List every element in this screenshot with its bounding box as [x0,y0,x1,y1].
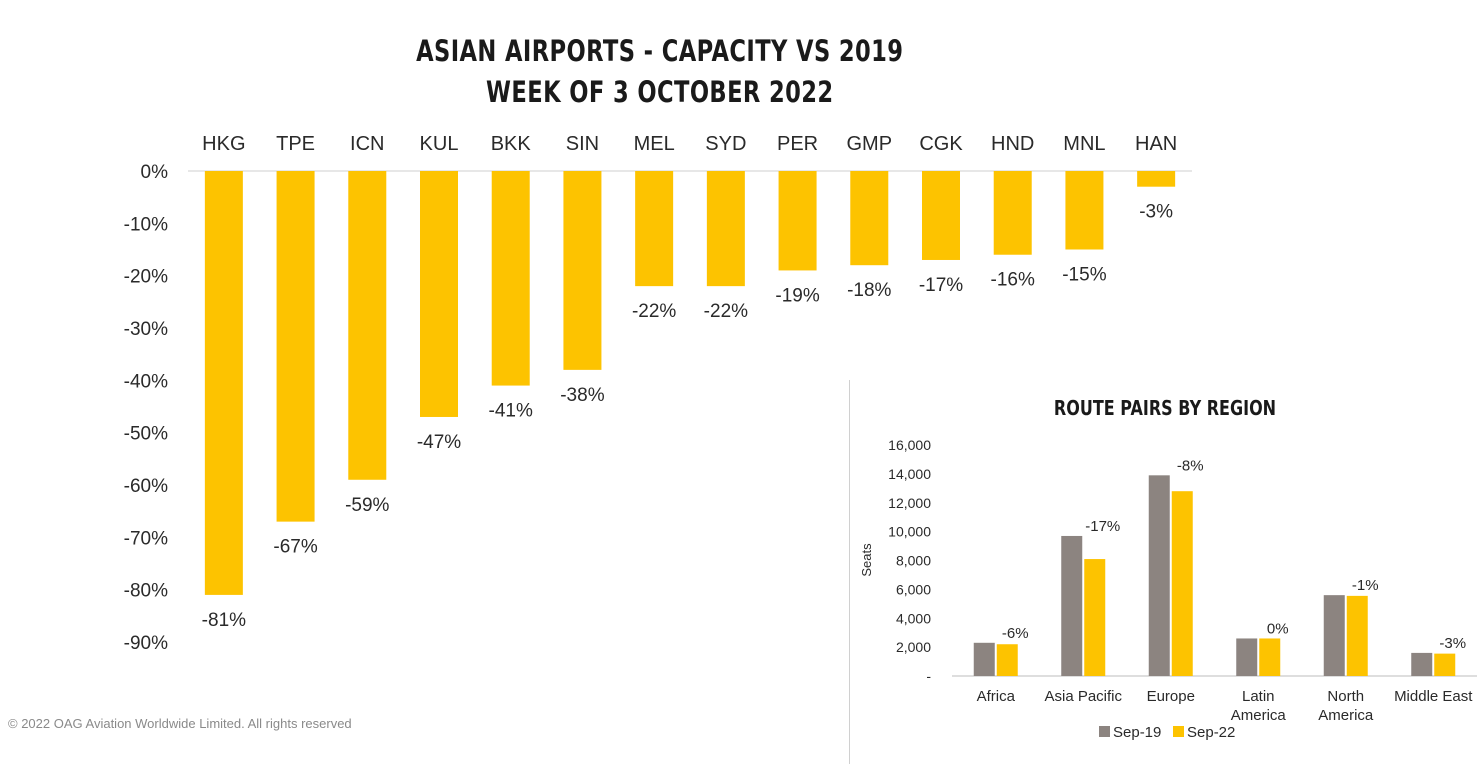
x-tick-label: BKK [491,133,532,155]
bar-sep19 [1148,475,1170,676]
inset-x-tick-label: Africa [977,688,1016,705]
data-label: -15% [1062,265,1106,286]
bar-bkk [491,171,530,386]
y-tick-label: -70% [124,528,168,549]
bar-mel [635,171,674,287]
data-label: -81% [202,610,246,631]
bar-hnd [993,171,1032,255]
x-tick-label: KUL [420,133,459,155]
inset-x-tick-label: North [1327,688,1364,705]
bar-sep22 [996,644,1018,676]
legend-swatch [1099,726,1110,737]
data-label: -3% [1139,202,1173,223]
bar-sep19 [973,642,995,676]
chart-title: ASIAN AIRPORTS - CAPACITY VS 2019 [416,34,904,68]
inset-x-tick-label: America [1231,707,1287,724]
inset-data-label: -6% [1002,625,1029,642]
bar-tpe [276,171,315,522]
legend-label: Sep-22 [1187,724,1235,741]
inset-x-tick-label: Europe [1147,688,1195,705]
data-label: -19% [775,285,819,306]
y-tick-label: -10% [124,214,168,235]
inset-data-label: 0% [1267,620,1289,637]
x-tick-label: HKG [202,133,245,155]
panel-divider [849,380,850,764]
bar-sep22 [1346,595,1368,676]
inset-x-tick-label: America [1318,707,1374,724]
bar-sep22 [1171,491,1193,676]
legend-swatch [1173,726,1184,737]
bar-sep19 [1323,595,1345,676]
inset-y-tick-label: 8,000 [896,553,931,569]
x-tick-label: MNL [1063,133,1105,155]
bar-hkg [204,171,243,595]
data-label: -17% [919,275,963,296]
inset-y-tick-label: 6,000 [896,581,931,597]
data-label: -16% [991,270,1035,291]
chart-subtitle: WEEK OF 3 OCTOBER 2022 [486,75,834,109]
y-tick-label: -20% [124,267,168,288]
inset-y-tick-label: 14,000 [888,466,931,482]
bar-sep19 [1411,652,1433,676]
inset-data-label: -8% [1177,457,1204,474]
data-label: -18% [847,280,891,301]
bar-han [1137,171,1176,187]
inset-chart-title: ROUTE PAIRS BY REGION [1053,396,1277,420]
legend-label: Sep-19 [1113,724,1161,741]
bar-sep19 [1236,638,1258,676]
inset-y-tick-label: 10,000 [888,524,931,540]
inset-x-tick-label: Middle East [1394,688,1473,705]
inset-bar-chart: - 2,000 4,000 6,000 8,000 10,000 12,000 14,000 1… [859,437,1477,741]
data-label: -59% [345,495,389,516]
x-tick-label: TPE [276,133,315,155]
inset-y-axis-label: Seats [859,543,874,577]
data-label: -22% [704,301,748,322]
bar-syd [706,171,745,287]
bar-icn [348,171,387,480]
data-label: -41% [489,401,533,422]
data-label: -22% [632,301,676,322]
x-tick-label: HAN [1135,133,1177,155]
x-tick-label: GMP [847,133,893,155]
x-tick-label: MEL [634,133,675,155]
bar-gmp [850,171,889,266]
inset-y-tick-label: 12,000 [888,495,931,511]
bar-sep22 [1084,559,1106,676]
y-tick-label: -60% [124,476,168,497]
data-label: -67% [273,537,317,558]
bar-cgk [922,171,960,260]
y-tick-label: -30% [124,319,168,340]
x-tick-label: ICN [350,133,384,155]
bar-per [778,171,817,271]
bar-kul [420,171,458,417]
bar-sin [563,171,602,370]
x-tick-label: HND [991,133,1034,155]
inset-data-label: -17% [1085,518,1120,535]
y-tick-label: -40% [124,371,168,392]
x-tick-label: SYD [705,133,746,155]
inset-data-label: -3% [1439,635,1466,652]
inset-y-tick-label: - [926,668,931,684]
y-tick-label: 0% [141,162,169,183]
inset-x-tick-label: Latin [1242,688,1275,705]
inset-y-tick-label: 2,000 [896,639,931,655]
y-tick-label: -90% [124,633,168,654]
y-tick-label: -50% [124,424,168,445]
y-tick-label: -80% [124,581,168,602]
inset-data-label: -1% [1352,577,1379,594]
inset-y-tick-label: 16,000 [888,437,931,453]
bar-sep19 [1061,535,1083,676]
copyright-footer: © 2022 OAG Aviation Worldwide Limited. A… [8,716,352,731]
x-tick-label: CGK [919,133,963,155]
inset-y-tick-label: 4,000 [896,610,931,626]
data-label: -47% [417,432,461,453]
bar-mnl [1065,171,1104,250]
data-label: -38% [560,385,604,406]
bar-sep22 [1259,638,1281,676]
x-tick-label: SIN [566,133,599,155]
x-tick-label: PER [777,133,818,155]
inset-x-tick-label: Asia Pacific [1044,688,1122,705]
bar-sep22 [1434,653,1456,676]
